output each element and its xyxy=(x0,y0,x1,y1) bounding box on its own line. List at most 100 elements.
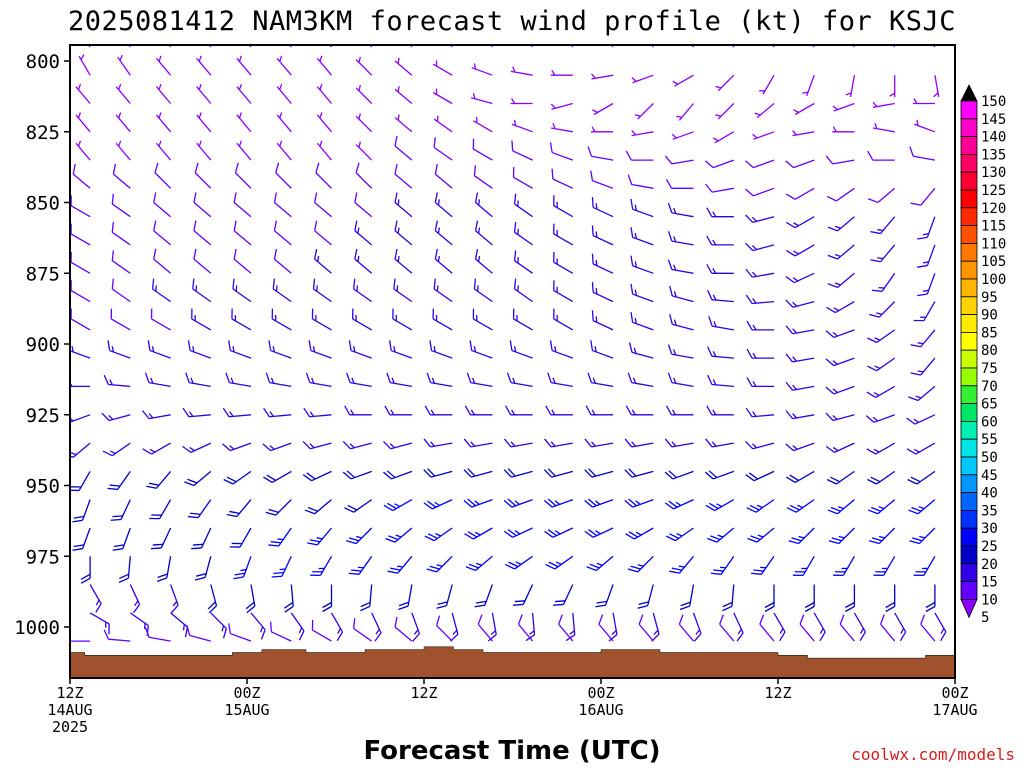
wind-barb xyxy=(305,372,332,388)
wind-barb xyxy=(265,372,292,388)
colorbar-label: 105 xyxy=(981,254,1006,270)
wind-barb xyxy=(186,625,211,642)
wind-barb xyxy=(715,74,735,92)
wind-barb xyxy=(706,263,734,274)
wind-barb xyxy=(388,340,413,359)
wind-barb xyxy=(587,372,614,388)
wind-barb xyxy=(867,150,895,161)
wind-barb xyxy=(584,438,614,448)
wind-barb xyxy=(752,131,775,140)
wind-barb xyxy=(839,614,855,642)
wind-barb xyxy=(115,140,131,161)
wind-barb xyxy=(634,103,654,120)
wind-barb xyxy=(236,55,252,76)
wind-barb xyxy=(804,584,815,613)
wind-barb xyxy=(679,584,695,611)
wind-barb xyxy=(283,584,294,613)
wind-barb xyxy=(584,468,614,478)
wind-barb xyxy=(867,357,896,372)
wind-barb xyxy=(150,527,172,550)
wind-barb xyxy=(869,527,896,545)
wind-barb xyxy=(553,223,574,246)
colorbar-label: 30 xyxy=(981,521,998,537)
wind-barb xyxy=(103,629,131,642)
wind-barb xyxy=(833,555,855,577)
colorbar-label: 65 xyxy=(981,397,998,413)
colorbar-label: 5 xyxy=(981,610,989,626)
wind-barb xyxy=(117,54,131,76)
wind-barb xyxy=(746,499,775,513)
wind-barb xyxy=(354,192,373,218)
wind-barb xyxy=(70,640,91,642)
wind-barb xyxy=(869,301,896,318)
wind-barb xyxy=(908,385,936,402)
wind-barb xyxy=(89,584,102,613)
wind-barb xyxy=(746,348,774,359)
wind-barb xyxy=(193,220,212,246)
wind-barb xyxy=(512,584,534,606)
wind-barb xyxy=(155,55,172,76)
wind-barb xyxy=(223,470,252,485)
wind-barb xyxy=(908,499,936,515)
wind-barb xyxy=(194,162,212,189)
wind-barb xyxy=(627,174,654,189)
wind-barb xyxy=(627,555,654,573)
colorbar-label: 15 xyxy=(981,575,998,591)
wind-barb xyxy=(75,83,91,104)
x-tick-label: 00Z xyxy=(587,684,614,702)
colorbar-label: 75 xyxy=(981,361,998,377)
wind-barb xyxy=(344,499,373,513)
wind-barb xyxy=(233,220,252,246)
wind-barb xyxy=(671,131,694,140)
wind-barb xyxy=(917,244,936,268)
wind-barb xyxy=(553,308,574,331)
wind-barb xyxy=(625,527,654,540)
colorbar-label: 20 xyxy=(981,557,998,573)
wind-barb xyxy=(182,442,212,453)
wind-barb xyxy=(513,250,533,274)
wind-barb xyxy=(314,220,332,246)
wind-barb xyxy=(664,470,694,480)
wind-barb xyxy=(866,442,896,455)
wind-barb xyxy=(471,63,493,76)
wind-barb xyxy=(353,618,373,642)
wind-barb xyxy=(591,281,614,303)
wind-barb xyxy=(910,329,936,348)
wind-barb xyxy=(785,410,815,420)
wind-barb xyxy=(586,555,614,572)
wind-barb xyxy=(207,584,218,614)
wind-barb xyxy=(383,499,413,512)
colorbar-label: 110 xyxy=(981,236,1006,252)
wind-barb xyxy=(705,499,735,512)
wind-barb xyxy=(708,316,734,331)
wind-barb xyxy=(678,614,694,642)
x-tick-label: 16AUG xyxy=(578,701,623,719)
wind-barb xyxy=(70,251,91,274)
wind-barb xyxy=(722,584,735,612)
wind-barb xyxy=(311,619,332,642)
wind-barb xyxy=(112,163,131,189)
wind-barb xyxy=(72,499,91,523)
wind-barb xyxy=(185,372,211,388)
wind-barb xyxy=(625,405,654,416)
colorbar-swatch xyxy=(960,420,978,440)
x-tick-label: 12Z xyxy=(56,684,83,702)
wind-barb xyxy=(191,527,212,550)
wind-barb xyxy=(355,113,373,133)
wind-barb xyxy=(477,614,493,642)
wind-barb xyxy=(316,140,332,161)
wind-barb xyxy=(624,498,654,508)
colorbar-label: 90 xyxy=(981,308,998,324)
wind-barb xyxy=(870,216,896,235)
wind-barb xyxy=(710,555,735,575)
wind-barb xyxy=(228,623,252,642)
wind-barb xyxy=(503,438,533,448)
wind-barb xyxy=(302,440,332,450)
wind-barb xyxy=(433,278,453,303)
wind-barb xyxy=(330,612,344,642)
y-tick-label: 800 xyxy=(26,51,60,73)
wind-barb xyxy=(89,612,110,635)
wind-barb xyxy=(262,442,292,452)
wind-barb xyxy=(909,527,936,545)
